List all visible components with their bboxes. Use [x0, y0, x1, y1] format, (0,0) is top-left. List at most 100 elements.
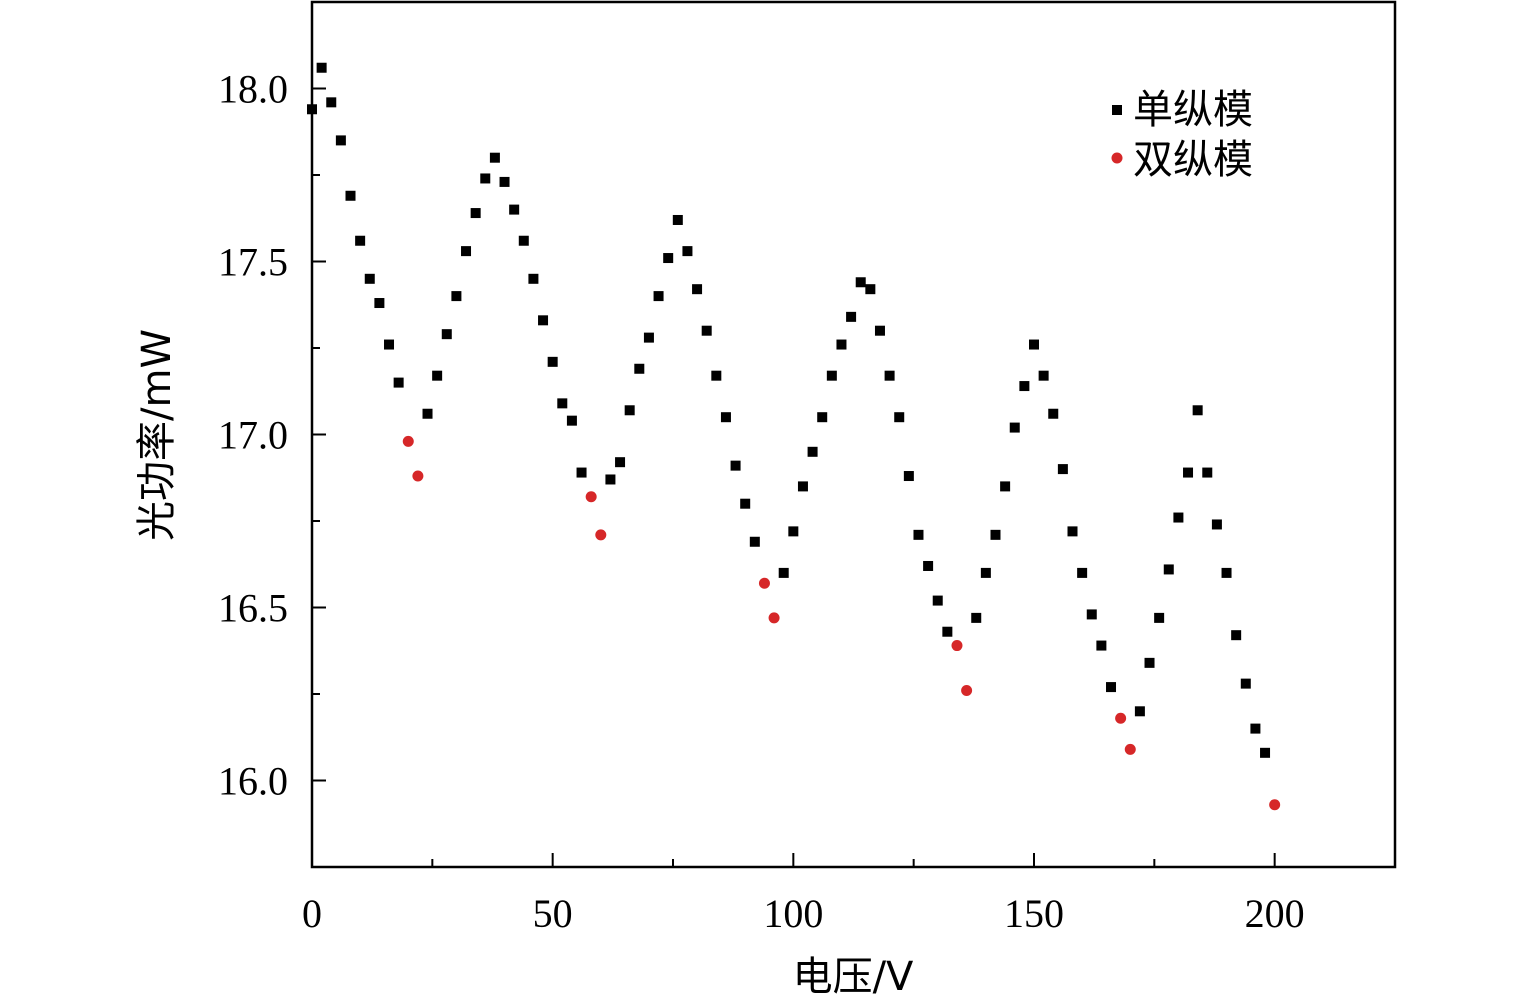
- single-mode-point: [884, 370, 895, 381]
- dual-mode-point: [1115, 712, 1127, 724]
- single-mode-point: [971, 612, 982, 623]
- single-mode-point: [807, 446, 818, 457]
- legend-marker-dual-mode: [1111, 152, 1123, 164]
- single-mode-point: [364, 273, 375, 284]
- dual-mode-point: [758, 577, 770, 589]
- single-mode-point: [682, 246, 693, 257]
- single-mode-point: [711, 370, 722, 381]
- single-mode-point: [393, 377, 404, 388]
- single-mode-point: [826, 370, 837, 381]
- dual-mode-point: [412, 470, 424, 482]
- single-mode-point: [855, 277, 866, 288]
- single-mode-point: [307, 104, 317, 115]
- x-tick-label: 100: [763, 891, 823, 936]
- single-mode-point: [634, 363, 645, 374]
- single-mode-point: [730, 460, 741, 471]
- single-mode-point: [624, 405, 635, 416]
- single-mode-point: [865, 284, 876, 295]
- single-mode-point: [692, 284, 703, 295]
- single-mode-point: [797, 481, 808, 492]
- single-mode-point: [1086, 609, 1097, 620]
- single-mode-point: [778, 567, 789, 578]
- single-mode-point: [1048, 408, 1059, 419]
- single-mode-point: [345, 190, 356, 201]
- single-mode-point: [923, 560, 934, 571]
- single-mode-point: [422, 408, 433, 419]
- x-axis-title: 电压/V: [793, 954, 914, 1000]
- single-mode-point: [451, 291, 462, 302]
- single-mode-point: [672, 214, 683, 225]
- single-mode-point: [326, 97, 337, 108]
- x-tick-label: 0: [302, 891, 322, 936]
- single-mode-point: [1163, 564, 1174, 575]
- single-mode-point: [1057, 464, 1068, 475]
- axis-ticks: [311, 1, 1276, 868]
- single-mode-point: [480, 173, 491, 184]
- single-mode-point: [913, 529, 924, 540]
- single-mode-point: [720, 412, 731, 423]
- single-mode-point: [1260, 747, 1271, 758]
- single-mode-point: [1038, 370, 1049, 381]
- y-tick-label: 16.5: [218, 586, 288, 631]
- legend-label-dual-mode: 双纵模: [1133, 137, 1253, 183]
- single-mode-point: [903, 471, 914, 482]
- single-mode-point: [788, 526, 799, 537]
- single-mode-point: [432, 370, 443, 381]
- single-mode-point: [576, 467, 587, 478]
- single-mode-point: [528, 273, 539, 284]
- single-mode-point: [846, 311, 857, 322]
- dual-mode-point: [961, 685, 973, 697]
- legend: 单纵模 双纵模: [1111, 87, 1253, 183]
- single-mode-point: [335, 135, 346, 146]
- single-mode-point: [701, 325, 712, 336]
- single-mode-point: [1144, 657, 1155, 668]
- single-mode-point: [547, 356, 558, 367]
- single-mode-point: [1067, 526, 1078, 537]
- single-mode-point: [740, 498, 751, 509]
- single-mode-point: [355, 235, 366, 246]
- y-tick-label: 17.5: [218, 240, 288, 285]
- single-mode-point: [316, 62, 327, 73]
- single-mode-point: [1211, 519, 1222, 530]
- single-mode-point: [605, 474, 616, 485]
- single-mode-point: [653, 291, 664, 302]
- single-mode-point: [470, 208, 481, 219]
- single-mode-point: [557, 398, 568, 409]
- y-tick-label: 17.0: [218, 413, 288, 458]
- single-mode-point: [749, 536, 760, 547]
- single-mode-point: [894, 412, 905, 423]
- single-mode-point: [1221, 567, 1232, 578]
- single-mode-point: [509, 204, 520, 215]
- single-mode-point: [1250, 723, 1261, 734]
- single-mode-point: [489, 152, 500, 163]
- x-tick-label: 150: [1004, 891, 1064, 936]
- dual-mode-point: [402, 435, 414, 447]
- legend-label-single-mode: 单纵模: [1133, 87, 1253, 133]
- dual-mode-point: [768, 612, 780, 624]
- single-mode-point: [461, 246, 472, 257]
- x-tick-label: 50: [533, 891, 573, 936]
- single-mode-point: [1077, 567, 1088, 578]
- dual-mode-point: [1269, 799, 1281, 811]
- y-tick-label: 18.0: [218, 67, 288, 112]
- dual-mode-point: [951, 640, 963, 652]
- single-mode-point: [1231, 630, 1242, 641]
- y-tick-label: 16.0: [218, 759, 288, 804]
- single-mode-point: [518, 235, 529, 246]
- x-tick-label: 200: [1245, 891, 1305, 936]
- single-mode-point: [1240, 678, 1251, 689]
- single-mode-point: [874, 325, 885, 336]
- single-mode-point: [566, 415, 577, 426]
- dual-mode-point: [595, 529, 607, 541]
- single-mode-point: [817, 412, 828, 423]
- single-mode-point: [1134, 706, 1145, 717]
- single-mode-point: [1173, 512, 1184, 523]
- dual-mode-point: [1124, 743, 1136, 755]
- single-mode-point: [663, 253, 674, 264]
- single-mode-point: [1096, 640, 1107, 651]
- single-mode-point: [1000, 481, 1011, 492]
- single-mode-point: [374, 298, 385, 309]
- single-mode-point: [1154, 612, 1165, 623]
- single-mode-point: [836, 339, 847, 350]
